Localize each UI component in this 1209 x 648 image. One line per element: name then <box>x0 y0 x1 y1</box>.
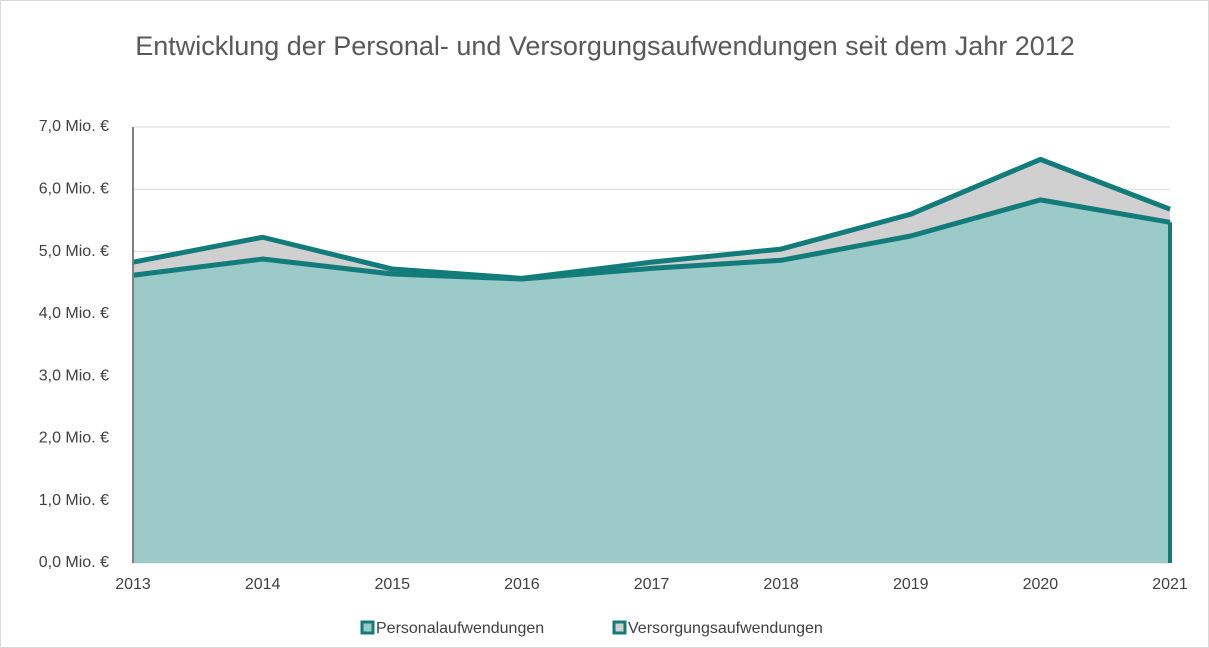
x-tick-label: 2014 <box>245 576 281 593</box>
x-tick-label: 2016 <box>504 576 540 593</box>
legend-label: Versorgungsaufwendungen <box>628 620 823 637</box>
legend-marker <box>360 620 375 635</box>
y-tick-label: 7,0 Mio. € <box>39 118 109 135</box>
x-tick-label: 2019 <box>893 576 929 593</box>
y-tick-label: 6,0 Mio. € <box>39 181 109 198</box>
y-tick-label: 5,0 Mio. € <box>39 243 109 260</box>
y-tick-label: 4,0 Mio. € <box>39 305 109 322</box>
x-tick-label: 2020 <box>1023 576 1059 593</box>
x-tick-label: 2018 <box>763 576 799 593</box>
series-line <box>132 197 1171 282</box>
y-tick-label: 3,0 Mio. € <box>39 367 109 384</box>
series-line <box>132 156 1171 281</box>
legend-label: Personalaufwendungen <box>376 620 544 637</box>
x-tick-label: 2015 <box>374 576 410 593</box>
y-tick-label: 1,0 Mio. € <box>39 492 109 509</box>
legend-marker <box>612 620 627 635</box>
x-tick-label: 2021 <box>1152 576 1188 593</box>
y-tick-label: 0,0 Mio. € <box>39 554 109 571</box>
area <box>133 199 1170 564</box>
chart-title: Entwicklung der Personal- und Versorgung… <box>135 31 1075 61</box>
x-tick-label: 2013 <box>115 576 151 593</box>
y-tick-label: 2,0 Mio. € <box>39 430 109 447</box>
x-tick-label: 2017 <box>634 576 670 593</box>
